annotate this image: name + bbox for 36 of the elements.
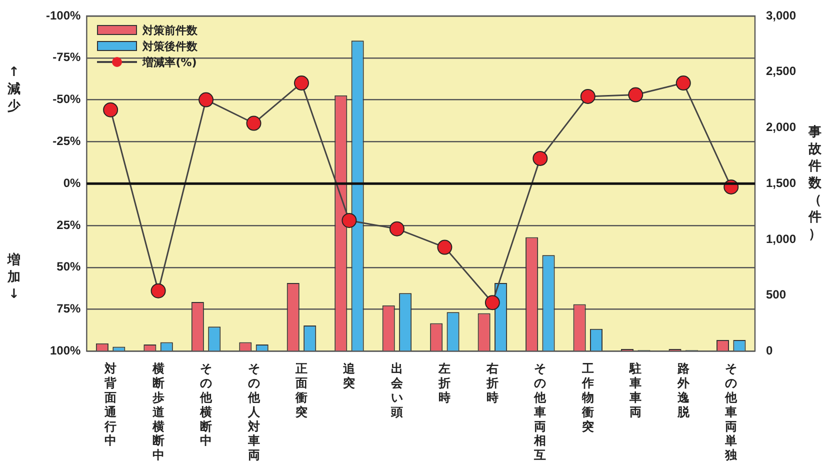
x-tick-label: 駐車車両 xyxy=(628,362,642,419)
y2-axis-title: 事故件数（件） xyxy=(808,125,822,242)
y2-tick-label: 0 xyxy=(766,344,773,358)
x-tick-label: 追突 xyxy=(342,362,356,390)
x-tick-label: その他車両単独 xyxy=(724,362,738,462)
x-tick-label: その他人対車両 xyxy=(246,362,261,462)
text: ↑減少 xyxy=(8,65,20,114)
y-tick-label: -100% xyxy=(46,8,82,22)
x-tick-label: その他車両相互 xyxy=(533,362,548,462)
y-tick-label: -25% xyxy=(52,134,82,148)
y-tick-label: 50% xyxy=(56,260,82,274)
y2-tick-label: 1,000 xyxy=(766,232,796,246)
legend-label: 増減率(%) xyxy=(142,54,197,70)
x-tick-label: その他横断中 xyxy=(199,362,214,448)
legend-label: 対策前件数 xyxy=(142,22,198,38)
legend-label: 対策後件数 xyxy=(142,38,198,54)
x-tick-label: 右折時 xyxy=(485,362,498,405)
y-tick-label: 100% xyxy=(50,344,82,358)
text: 増加↓ xyxy=(8,252,20,302)
y-tick-label: 75% xyxy=(56,302,82,316)
x-tick-label: 出会い頭 xyxy=(390,362,404,419)
y2-tick-label: 2,500 xyxy=(766,64,796,78)
x-tick-label: 正面衝突 xyxy=(294,362,308,419)
y2-tick-label: 1,500 xyxy=(766,176,796,190)
y-tick-label: 25% xyxy=(56,218,82,232)
y2-tick-label: 3,000 xyxy=(766,8,796,22)
x-tick-label: 対背面通行中 xyxy=(104,362,118,448)
y2-tick-label: 500 xyxy=(766,288,786,302)
y-tick-label: -75% xyxy=(52,50,82,64)
x-tick-label: 横断歩道横断中 xyxy=(151,362,166,462)
x-tick-label: 路外逸脱 xyxy=(676,362,690,419)
y-tick-label: -50% xyxy=(52,92,82,106)
y2-tick-label: 2,000 xyxy=(766,120,796,134)
y-tick-label: 0% xyxy=(63,176,82,190)
x-tick-label: 工作物衝突 xyxy=(580,362,594,434)
x-tick-label: 左折時 xyxy=(438,362,451,405)
